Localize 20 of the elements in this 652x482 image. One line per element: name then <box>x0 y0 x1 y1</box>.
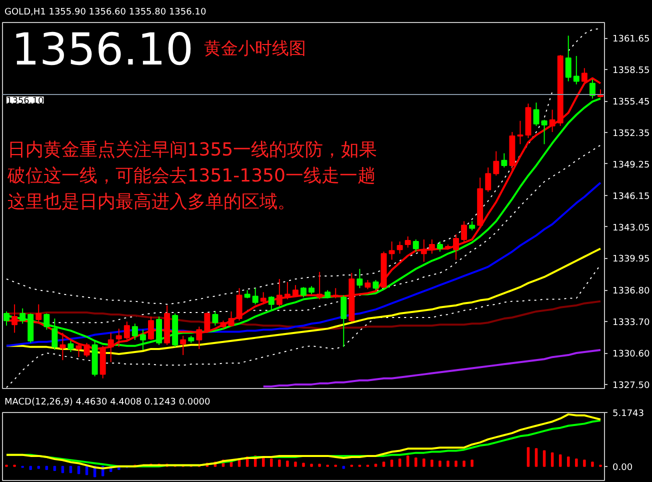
y-tick-label: 1327.50 <box>612 380 650 391</box>
annotation: 日内黄金重点关注早间1355一线的攻防，如果破位这一线，可能会去1351-1350一线走一趟这里也是日内最高进入多单的区域。 <box>6 140 378 212</box>
y-tick-label: 1355.45 <box>612 98 650 108</box>
y-tick-label: 1336.80 <box>612 286 650 297</box>
y-tick-label: 1330.60 <box>612 350 650 360</box>
y-tick-label: 1361.65 <box>612 34 650 45</box>
chart-title: GOLD,H1 1355.90 1356.60 1355.80 1356.10 <box>4 8 206 18</box>
annotation: 1356.10 <box>12 24 194 76</box>
y-tick-label: 1343.05 <box>612 223 650 234</box>
y-tick-label: 1346.15 <box>612 192 650 202</box>
y-tick-label: 1333.70 <box>612 318 650 328</box>
y-tick-label: 0.00 <box>612 462 633 473</box>
chart-title: MACD(12,26,9) 4.4630 4.4008 0.1243 0.0000 <box>4 398 211 408</box>
y-tick-label: 1358.55 <box>612 66 650 76</box>
annotation: 黄金小时线图 <box>204 38 306 59</box>
y-tick-label: 1349.25 <box>612 160 650 170</box>
y-tick-label: 1339.95 <box>612 254 650 265</box>
y-tick-label: 5.1743 <box>612 409 644 419</box>
ref-line-label: 1356.10 <box>6 96 44 106</box>
y-tick-label: 1352.35 <box>612 129 650 140</box>
